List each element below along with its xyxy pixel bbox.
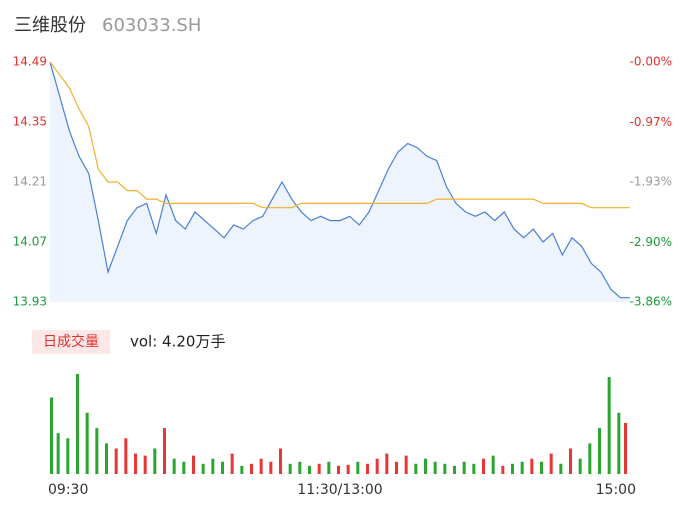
volume-bar xyxy=(298,461,302,474)
volume-bar xyxy=(76,374,79,474)
volume-bar xyxy=(366,463,369,474)
volume-bar xyxy=(569,448,572,474)
stock-code: 603033.SH xyxy=(102,15,201,36)
volume-bar xyxy=(269,461,273,474)
volume-bar xyxy=(482,458,485,474)
volume-bar xyxy=(346,464,350,474)
volume-bar xyxy=(443,463,447,474)
volume-bar xyxy=(607,377,611,474)
volume-bar xyxy=(578,458,582,474)
volume-bar xyxy=(588,443,592,474)
volume-bar xyxy=(56,433,60,474)
avg-line xyxy=(49,61,630,209)
volume-bar xyxy=(288,463,292,474)
volume-bar xyxy=(85,412,89,474)
volume-summary: vol: 4.20万手 xyxy=(130,333,225,351)
volume-bar xyxy=(134,453,137,474)
volume-bar xyxy=(95,428,99,474)
y-tick-label: 14.21 xyxy=(13,175,47,189)
volume-label: 日成交量 xyxy=(43,333,99,350)
volume-bar xyxy=(462,461,466,474)
volume-bar xyxy=(50,397,53,474)
volume-bar xyxy=(250,463,253,474)
price-line xyxy=(49,61,630,299)
volume-bar xyxy=(124,438,128,474)
x-tick-label: 15:00 xyxy=(596,482,636,498)
volume-bar xyxy=(163,428,166,474)
volume-bar xyxy=(617,412,621,474)
volume-bar xyxy=(549,453,553,474)
volume-bar xyxy=(530,458,534,474)
volume-bar xyxy=(221,461,224,474)
volume-bar xyxy=(114,448,118,474)
x-tick-label: 11:30/13:00 xyxy=(297,482,382,498)
volume-bar xyxy=(327,461,331,474)
volume-bar xyxy=(153,448,157,474)
volume-bar xyxy=(453,465,456,474)
volume-bar xyxy=(414,463,418,474)
volume-bar xyxy=(559,463,563,474)
y2-tick-label: -2.90% xyxy=(630,235,672,249)
volume-bar xyxy=(66,438,70,474)
volume-bar xyxy=(105,443,108,474)
volume-bar xyxy=(424,458,427,474)
volume-bar xyxy=(279,448,282,474)
y2-tick-label: -0.97% xyxy=(630,115,672,129)
volume-bar xyxy=(375,458,379,474)
volume-label-bg xyxy=(32,330,110,354)
volume-bar xyxy=(337,465,340,474)
volume-bar xyxy=(240,465,244,474)
volume-bar xyxy=(624,422,627,474)
y2-tick-label: -3.86% xyxy=(630,295,672,309)
volume-bar xyxy=(501,465,505,474)
volume-bar xyxy=(143,455,147,474)
volume-bar xyxy=(520,461,524,474)
y-tick-label: 14.49 xyxy=(13,55,47,69)
y2-tick-label: -0.00% xyxy=(630,55,672,69)
x-tick-label: 09:30 xyxy=(48,482,88,498)
volume-bar xyxy=(230,453,234,474)
volume-bar xyxy=(491,455,495,474)
volume-bar xyxy=(172,458,176,474)
stock-name: 三维股份 xyxy=(14,15,86,36)
price-area xyxy=(50,62,630,302)
volume-bar xyxy=(259,458,263,474)
volume-bar xyxy=(317,463,321,474)
volume-bar xyxy=(182,461,186,474)
volume-bar xyxy=(395,461,398,474)
y-tick-label: 14.07 xyxy=(13,235,47,249)
volume-bar xyxy=(385,453,389,474)
volume-bar xyxy=(308,465,311,474)
volume-bar xyxy=(598,428,601,474)
volume-bar xyxy=(540,461,543,474)
volume-bar xyxy=(472,463,476,474)
volume-bar xyxy=(404,455,408,474)
volume-bar xyxy=(511,463,514,474)
volume-bar xyxy=(356,461,360,474)
y-tick-label: 14.35 xyxy=(13,115,47,129)
volume-bar xyxy=(192,455,195,474)
y2-tick-label: -1.93% xyxy=(630,175,672,189)
volume-bar xyxy=(201,463,205,474)
y-tick-label: 13.93 xyxy=(13,295,47,309)
volume-bar xyxy=(211,458,215,474)
volume-bar xyxy=(433,461,437,474)
